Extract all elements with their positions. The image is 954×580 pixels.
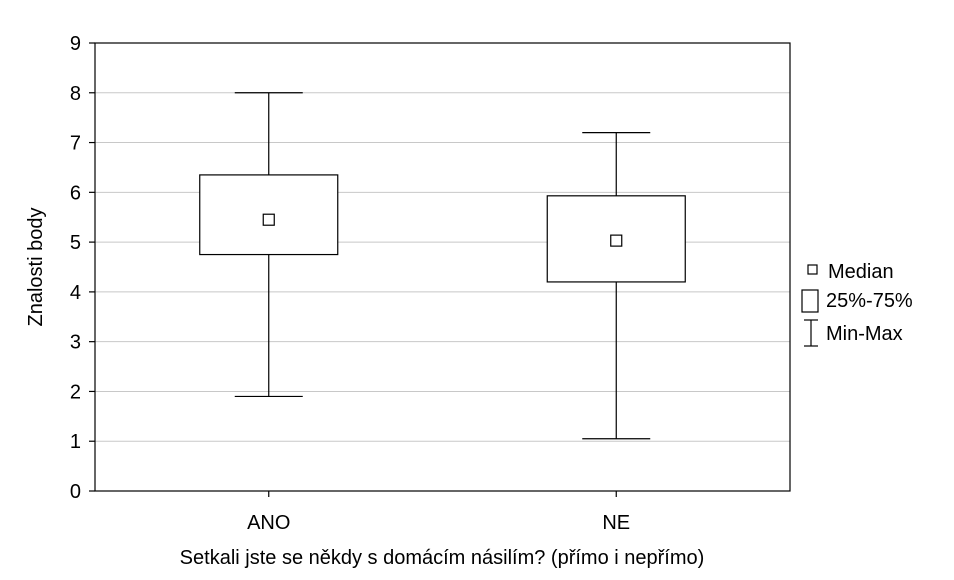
plot-frame (94, 42, 791, 492)
legend-median-label: Median (828, 261, 894, 283)
y-tick-label: 0 (70, 481, 81, 503)
legend-box-icon (801, 289, 819, 313)
y-axis-ticks: 0 1 2 3 4 5 6 7 8 9 (70, 33, 95, 503)
y-tick-label: 5 (70, 232, 81, 254)
legend: Median 25%-75% Min-Max (801, 261, 913, 347)
y-axis-title: Znalosti body (25, 208, 47, 327)
y-tick-label: 2 (70, 381, 81, 403)
x-axis-title: Setkali jste se někdy s domácím násilím?… (180, 547, 705, 569)
box-ano (199, 92, 339, 398)
y-tick-label: 6 (70, 182, 81, 204)
legend-whisker-label: Min-Max (826, 323, 903, 345)
box-ne (546, 132, 686, 440)
x-axis-categories: ANO NE (247, 491, 630, 534)
x-category-label: ANO (247, 512, 290, 534)
legend-median-icon (807, 264, 818, 275)
y-tick-label: 9 (70, 33, 81, 55)
y-tick-label: 3 (70, 332, 81, 354)
y-tick-label: 1 (70, 431, 81, 453)
y-tick-label: 7 (70, 133, 81, 155)
legend-box-label: 25%-75% (826, 290, 913, 312)
y-tick-label: 4 (70, 282, 81, 304)
y-tick-label: 8 (70, 83, 81, 105)
median-marker (610, 234, 623, 247)
x-category-label: NE (602, 512, 630, 534)
legend-whisker-icon (804, 319, 818, 347)
median-marker (262, 213, 275, 226)
box-series (199, 92, 686, 440)
